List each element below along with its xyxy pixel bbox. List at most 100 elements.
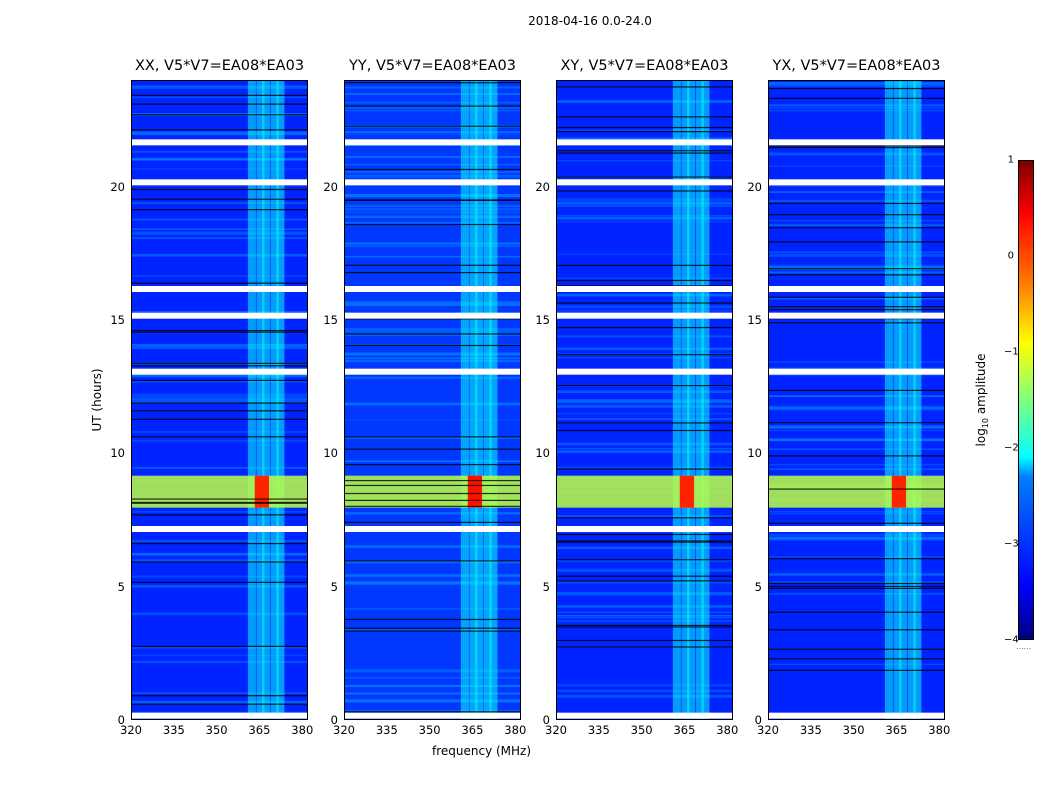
flagged-row	[557, 86, 732, 88]
rfi-column	[270, 81, 279, 719]
x-tick-label: 365	[885, 723, 908, 737]
noise-band	[345, 545, 520, 548]
rfi-column	[276, 81, 285, 719]
noise-band	[769, 251, 944, 254]
noise-band	[769, 254, 944, 257]
noise-band	[769, 425, 944, 429]
heatmap-svg	[557, 81, 732, 719]
noise-band	[345, 328, 520, 331]
noise-band	[769, 556, 944, 558]
noise-band	[345, 212, 520, 214]
noise-band	[769, 581, 944, 584]
flagged-row	[345, 479, 520, 482]
flagged-row	[345, 711, 520, 713]
rfi-column	[247, 81, 256, 719]
flagged-row	[132, 581, 307, 583]
blank-row	[345, 312, 520, 319]
blank-row	[132, 179, 307, 186]
noise-band	[345, 242, 520, 245]
noise-band	[345, 303, 520, 306]
noise-band	[769, 223, 944, 227]
noise-band	[557, 99, 732, 103]
flagged-row	[769, 488, 944, 490]
noise-band	[345, 205, 520, 208]
rfi-column	[262, 81, 271, 719]
flagged-row	[557, 626, 732, 628]
y-tick-label: 10	[535, 446, 550, 461]
panel-title: XY, V5*V7=EA08*EA03	[560, 58, 729, 74]
flagged-row	[132, 114, 307, 116]
noise-band	[345, 171, 520, 174]
noise-band	[557, 404, 732, 408]
noise-band	[345, 460, 520, 463]
noise-band	[132, 85, 307, 88]
colorbar-tick-label: −3	[1004, 538, 1019, 550]
flagged-row	[345, 618, 520, 621]
x-tick-label: 380	[504, 723, 527, 737]
blank-row	[345, 179, 520, 186]
noise-band	[132, 202, 307, 204]
rfi-column	[681, 81, 690, 719]
noise-band	[132, 400, 307, 404]
y-tick-label: 20	[110, 179, 125, 194]
noise-band	[557, 450, 732, 454]
noise-band	[345, 402, 520, 406]
noise-band	[132, 584, 307, 588]
blank-row	[557, 312, 732, 319]
x-tick-label: 320	[757, 723, 779, 737]
y-tick-label: 15	[323, 313, 338, 327]
noise-band	[345, 582, 520, 586]
rfi-column	[489, 81, 498, 719]
noise-band	[557, 335, 732, 338]
panel-title: XX, V5*V7=EA08*EA03	[134, 58, 305, 74]
noise-band	[557, 277, 732, 280]
blank-row	[769, 139, 944, 146]
flagged-row	[769, 214, 944, 216]
colorbar-tick-label: 0	[1007, 250, 1014, 262]
flagged-row	[345, 521, 520, 524]
noise-band	[769, 464, 944, 466]
event-hotspot	[679, 475, 695, 508]
flagged-row	[345, 464, 520, 466]
panel-title: YX, V5*V7=EA08*EA03	[772, 58, 941, 74]
blank-row	[769, 286, 944, 292]
noise-band	[345, 207, 520, 209]
flagged-row	[345, 223, 520, 226]
flagged-row	[769, 227, 944, 229]
noise-band	[557, 159, 732, 162]
noise-band	[345, 255, 520, 258]
flagged-row	[557, 646, 732, 648]
noise-band	[132, 654, 307, 657]
flagged-row	[557, 575, 732, 577]
y-tick-label: 15	[747, 313, 762, 327]
flagged-row	[132, 329, 307, 332]
flagged-row	[345, 168, 520, 171]
x-tick-label: 335	[587, 723, 610, 737]
flagged-row	[132, 418, 307, 420]
blank-row	[557, 526, 732, 532]
flagged-row	[132, 198, 307, 200]
noise-band	[345, 221, 520, 225]
flagged-row	[557, 422, 732, 424]
rfi-column	[460, 81, 469, 719]
x-axis-label: frequency (MHz)	[432, 744, 532, 758]
y-tick-label: 10	[323, 446, 338, 461]
blank-row	[345, 526, 520, 532]
noise-band	[557, 198, 732, 201]
noise-band	[345, 93, 520, 95]
y-tick-label: 0	[330, 713, 338, 727]
noise-band	[345, 102, 520, 104]
flagged-row	[557, 639, 732, 642]
colorbar-tick-label: 1	[1007, 154, 1014, 166]
noise-band	[557, 620, 732, 622]
heatmap-svg	[132, 81, 307, 719]
noise-band	[557, 216, 732, 220]
noise-band	[132, 168, 307, 170]
flagged-row	[557, 624, 732, 627]
blank-row	[345, 368, 520, 375]
flagged-row	[557, 580, 732, 582]
x-tick-label: 320	[120, 723, 142, 737]
noise-band	[345, 669, 520, 673]
noise-band	[345, 194, 520, 197]
y-tick-label: 15	[535, 313, 550, 327]
